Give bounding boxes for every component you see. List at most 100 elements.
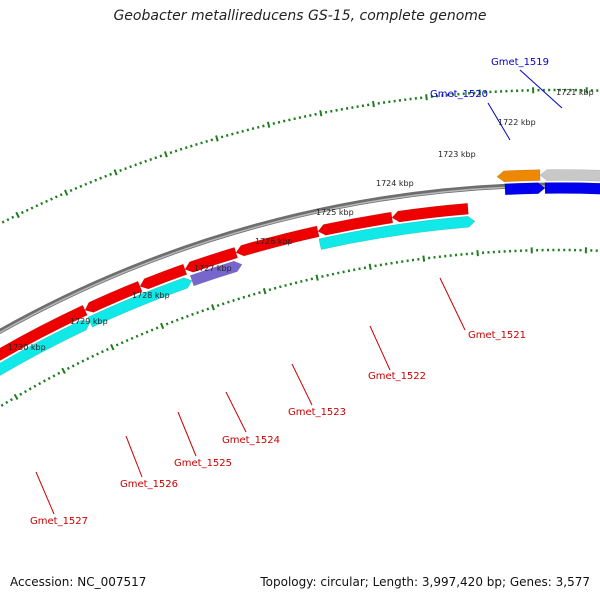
outer-ring-tick xyxy=(113,169,118,176)
outer-ring-tick xyxy=(54,195,58,199)
inner-ring-tick xyxy=(23,389,27,394)
leader-gmet-1527 xyxy=(35,471,55,515)
inner-ring-tick xyxy=(216,304,220,308)
inner-ring-tick xyxy=(337,271,340,275)
inner-ring-tick xyxy=(294,281,298,285)
gene-label-gmet-1527[interactable]: Gmet_1527 xyxy=(30,516,88,527)
inner-ring-tick xyxy=(227,300,230,304)
outer-ring-tick xyxy=(215,135,219,142)
inner-ring-tick xyxy=(206,307,210,311)
inner-ring-tick xyxy=(105,347,109,351)
inner-ring-tick xyxy=(115,343,119,347)
outer-ring-tick xyxy=(35,204,39,208)
outer-ring-tick xyxy=(94,178,98,182)
outer-ring-tick xyxy=(50,197,53,201)
inner-ring-tick xyxy=(262,288,267,295)
inner-ring-tick xyxy=(160,322,165,330)
inner-ring-tick xyxy=(221,302,225,306)
leader-gmet-1519 xyxy=(519,69,563,109)
tick-label-1724: 1724 kbp xyxy=(376,179,414,188)
inner-ring-tick xyxy=(91,354,95,358)
inner-ring-tick xyxy=(135,334,139,338)
gene-label-gmet-1523[interactable]: Gmet_1523 xyxy=(288,407,346,418)
outer-ring-tick xyxy=(256,125,260,129)
outer-ring-tick xyxy=(139,161,143,165)
inner-ring-tick xyxy=(86,357,90,361)
inner-ring-tick xyxy=(247,294,251,298)
gene-label-gmet-1521[interactable]: Gmet_1521 xyxy=(468,330,526,341)
gene-label-gmet-1526[interactable]: Gmet_1526 xyxy=(120,479,178,490)
gene-label-gmet-1522[interactable]: Gmet_1522 xyxy=(368,371,426,382)
gene-gmet-1519-gray xyxy=(539,169,600,182)
outer-ring-tick xyxy=(425,94,428,101)
tick-label-1727: 1727 kbp xyxy=(194,264,232,273)
inner-ring-tick xyxy=(96,352,99,356)
inner-ring-tick xyxy=(422,255,426,262)
gene-gmet-1526 xyxy=(0,319,91,377)
tick-labels: 1721 kbp 1722 kbp 1723 kbp 1724 kbp 1725… xyxy=(8,88,594,352)
outer-ring-tick xyxy=(104,174,108,178)
inner-ring-tick xyxy=(258,291,261,295)
inner-ring-tick xyxy=(42,379,46,383)
gene-label-gmet-1519[interactable]: Gmet_1519 xyxy=(491,57,549,68)
inner-ring-tick xyxy=(47,376,51,381)
topology-text: Topology: circular; Length: 3,997,420 bp… xyxy=(260,575,590,589)
outer-ring-tick xyxy=(154,156,158,160)
inner-ring-tick xyxy=(81,359,85,363)
inner-ring-tick xyxy=(120,341,124,345)
backbone-highlight xyxy=(0,185,600,334)
gene-gmet-1519 xyxy=(544,182,600,195)
outer-ring-tick xyxy=(190,144,193,148)
genome-backbone xyxy=(0,182,600,335)
inner-ring-tick xyxy=(38,382,42,386)
gene-gmet-1521 xyxy=(391,202,469,223)
tick-label-1730: 1730 kbp xyxy=(8,343,46,352)
inner-tick-ring xyxy=(0,247,598,407)
inner-ring-tick xyxy=(61,367,66,374)
inner-ring-tick xyxy=(191,312,194,316)
gene-gmet-1524 xyxy=(189,260,243,287)
gene-gmet-1524-rev xyxy=(184,247,238,273)
outer-ring-tick xyxy=(277,120,281,124)
outer-ring-tick xyxy=(129,165,132,169)
outer-ring-tick xyxy=(163,151,168,158)
inner-ring-tick xyxy=(242,295,246,299)
outer-ring-tick xyxy=(372,100,375,108)
inner-ring-tick xyxy=(57,371,61,375)
outer-ring-tick xyxy=(293,117,296,121)
leader-gmet-1523 xyxy=(291,363,313,406)
outer-ring-tick xyxy=(134,163,137,167)
inner-ring-tick xyxy=(66,366,70,370)
inner-ring-tick xyxy=(201,309,205,313)
inner-ring-tick xyxy=(13,393,19,401)
inner-ring-tick xyxy=(232,299,235,303)
tick-label-1723: 1723 kbp xyxy=(438,150,476,159)
gene-label-gmet-1520[interactable]: Gmet_1520 xyxy=(430,89,488,100)
outer-ring-tick xyxy=(200,141,203,145)
tick-label-1721: 1721 kbp xyxy=(556,88,594,97)
inner-ring-tick xyxy=(315,274,319,281)
outer-ring-tick xyxy=(266,121,271,128)
outer-ring-tick xyxy=(124,167,127,171)
inner-ring-tick xyxy=(165,322,169,326)
gene-labels: Gmet_1519 Gmet_1520 Gmet_1521 Gmet_1522 … xyxy=(30,57,549,527)
outer-ring-tick xyxy=(303,115,307,118)
inner-ring-tick xyxy=(237,297,241,301)
outer-ring-tick xyxy=(69,188,73,193)
gene-label-gmet-1525[interactable]: Gmet_1525 xyxy=(174,458,232,469)
inner-ring-tick xyxy=(284,283,287,287)
inner-ring-tick xyxy=(9,398,13,402)
inner-ring-tick xyxy=(289,282,293,286)
gene-label-gmet-1524[interactable]: Gmet_1524 xyxy=(222,435,280,446)
gene-gmet-1522 xyxy=(318,215,476,250)
inner-ring-tick xyxy=(5,400,9,405)
outer-ring-tick xyxy=(1,220,5,224)
inner-ring-tick xyxy=(211,304,215,311)
inner-ring-tick xyxy=(326,273,329,277)
gene-gmet-1525 xyxy=(87,277,193,328)
outer-ring-tick xyxy=(15,211,20,219)
inner-ring-tick xyxy=(300,279,303,283)
outer-ring-tick xyxy=(159,154,163,158)
gene-gmet-1526-rev xyxy=(84,280,143,313)
